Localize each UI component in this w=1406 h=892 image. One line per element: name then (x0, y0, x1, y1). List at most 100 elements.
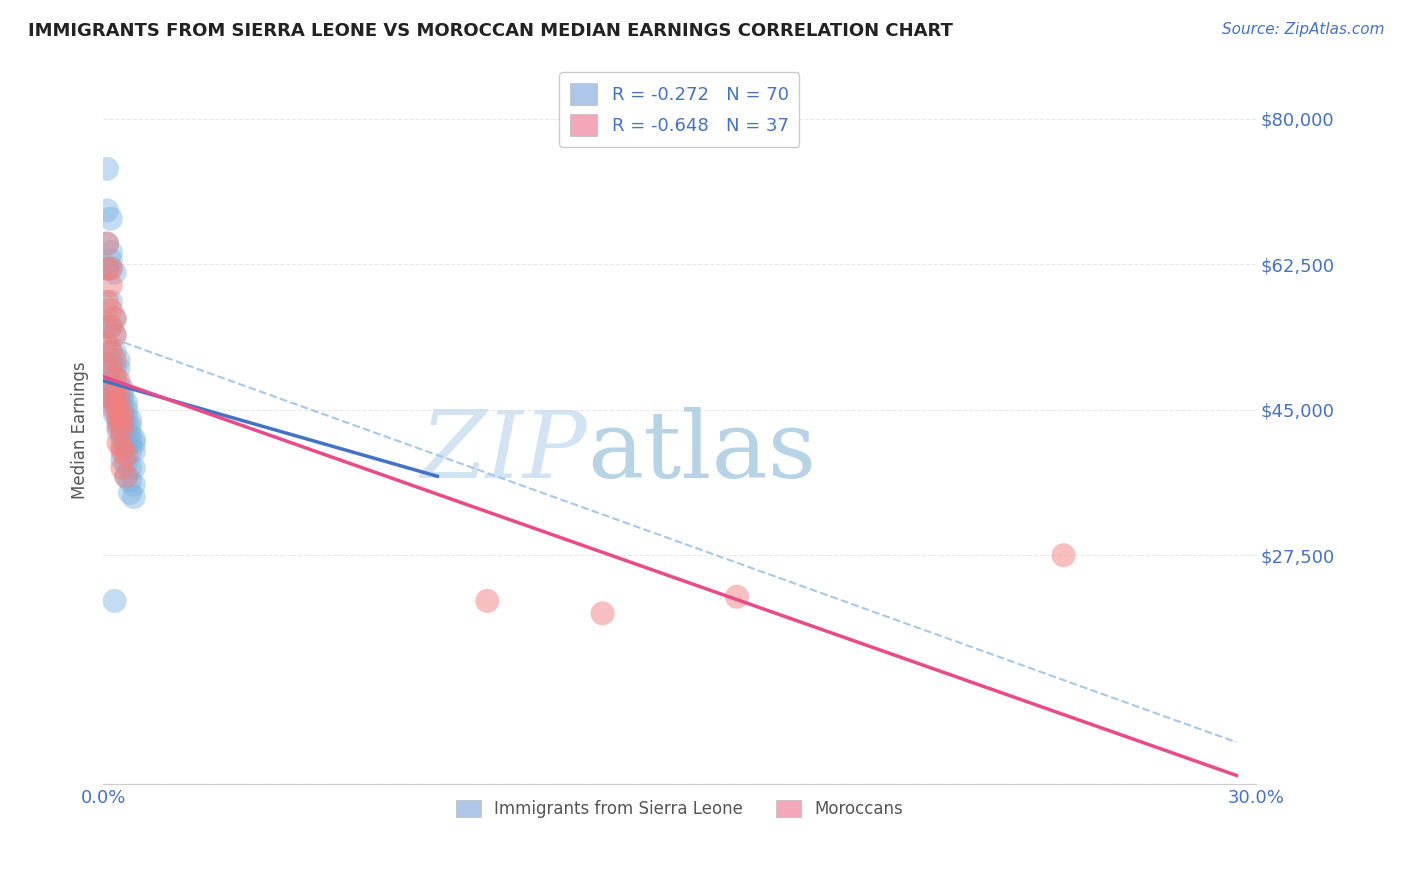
Point (100, 261, 122, 276)
Point (115, 469, 138, 483)
Text: atlas: atlas (588, 407, 817, 497)
Point (118, 419, 141, 434)
Point (115, 440, 138, 454)
Point (122, 490, 145, 504)
Point (100, 374, 122, 388)
Point (96, 386, 118, 401)
Point (100, 253, 122, 268)
Point (111, 427, 134, 442)
Point (100, 386, 122, 401)
Point (100, 278, 122, 293)
Point (115, 427, 138, 442)
Point (107, 374, 129, 388)
Point (104, 328, 127, 343)
Point (477, 594, 499, 608)
Point (100, 390, 122, 404)
Point (100, 357, 122, 371)
Point (118, 486, 141, 500)
Point (115, 436, 138, 450)
Point (104, 394, 127, 409)
Point (104, 266, 127, 280)
Point (100, 319, 122, 334)
Point (104, 402, 127, 417)
Point (100, 211, 122, 226)
Point (107, 402, 129, 417)
Point (107, 361, 129, 376)
Point (111, 424, 134, 438)
Point (122, 432, 145, 446)
Text: ZIP: ZIP (420, 407, 588, 497)
Point (111, 461, 134, 475)
Point (111, 394, 134, 409)
Point (104, 386, 127, 401)
Y-axis label: Median Earnings: Median Earnings (72, 362, 89, 500)
Point (100, 244, 122, 259)
Point (107, 394, 129, 409)
Text: Source: ZipAtlas.com: Source: ZipAtlas.com (1222, 22, 1385, 37)
Point (111, 415, 134, 429)
Point (104, 399, 127, 413)
Point (100, 261, 122, 276)
Point (104, 311, 127, 326)
Point (100, 319, 122, 334)
Point (725, 590, 748, 604)
Point (111, 402, 134, 417)
Point (118, 444, 141, 458)
Point (107, 377, 129, 392)
Point (100, 361, 122, 376)
Point (111, 419, 134, 434)
Point (122, 444, 145, 458)
Point (96, 261, 118, 276)
Text: IMMIGRANTS FROM SIERRA LEONE VS MOROCCAN MEDIAN EARNINGS CORRELATION CHART: IMMIGRANTS FROM SIERRA LEONE VS MOROCCAN… (28, 22, 953, 40)
Legend: Immigrants from Sierra Leone, Moroccans: Immigrants from Sierra Leone, Moroccans (449, 793, 910, 825)
Point (107, 394, 129, 409)
Point (115, 402, 138, 417)
Point (96, 236, 118, 251)
Point (104, 394, 127, 409)
Point (122, 436, 145, 450)
Point (104, 377, 127, 392)
Point (96, 319, 118, 334)
Point (100, 344, 122, 359)
Point (111, 411, 134, 425)
Point (592, 607, 614, 621)
Point (115, 449, 138, 463)
Point (96, 294, 118, 309)
Point (104, 344, 127, 359)
Point (104, 382, 127, 396)
Point (104, 594, 127, 608)
Point (96, 361, 118, 376)
Point (118, 474, 141, 488)
Point (100, 390, 122, 404)
Point (111, 452, 134, 467)
Point (115, 396, 138, 410)
Point (111, 444, 134, 458)
Point (100, 303, 122, 318)
Point (104, 407, 127, 421)
Point (96, 161, 118, 176)
Point (107, 436, 129, 450)
Point (96, 336, 118, 351)
Point (96, 236, 118, 251)
Point (107, 402, 129, 417)
Point (111, 382, 134, 396)
Point (118, 436, 141, 450)
Point (115, 469, 138, 483)
Point (107, 386, 129, 401)
Point (107, 419, 129, 434)
Point (96, 261, 118, 276)
Point (111, 407, 134, 421)
Point (107, 411, 129, 425)
Point (118, 427, 141, 442)
Point (107, 411, 129, 425)
Point (118, 461, 141, 475)
Point (104, 361, 127, 376)
Point (115, 419, 138, 434)
Point (122, 461, 145, 475)
Point (111, 440, 134, 454)
Point (100, 294, 122, 309)
Point (104, 353, 127, 368)
Point (107, 386, 129, 401)
Point (115, 457, 138, 471)
Point (107, 424, 129, 438)
